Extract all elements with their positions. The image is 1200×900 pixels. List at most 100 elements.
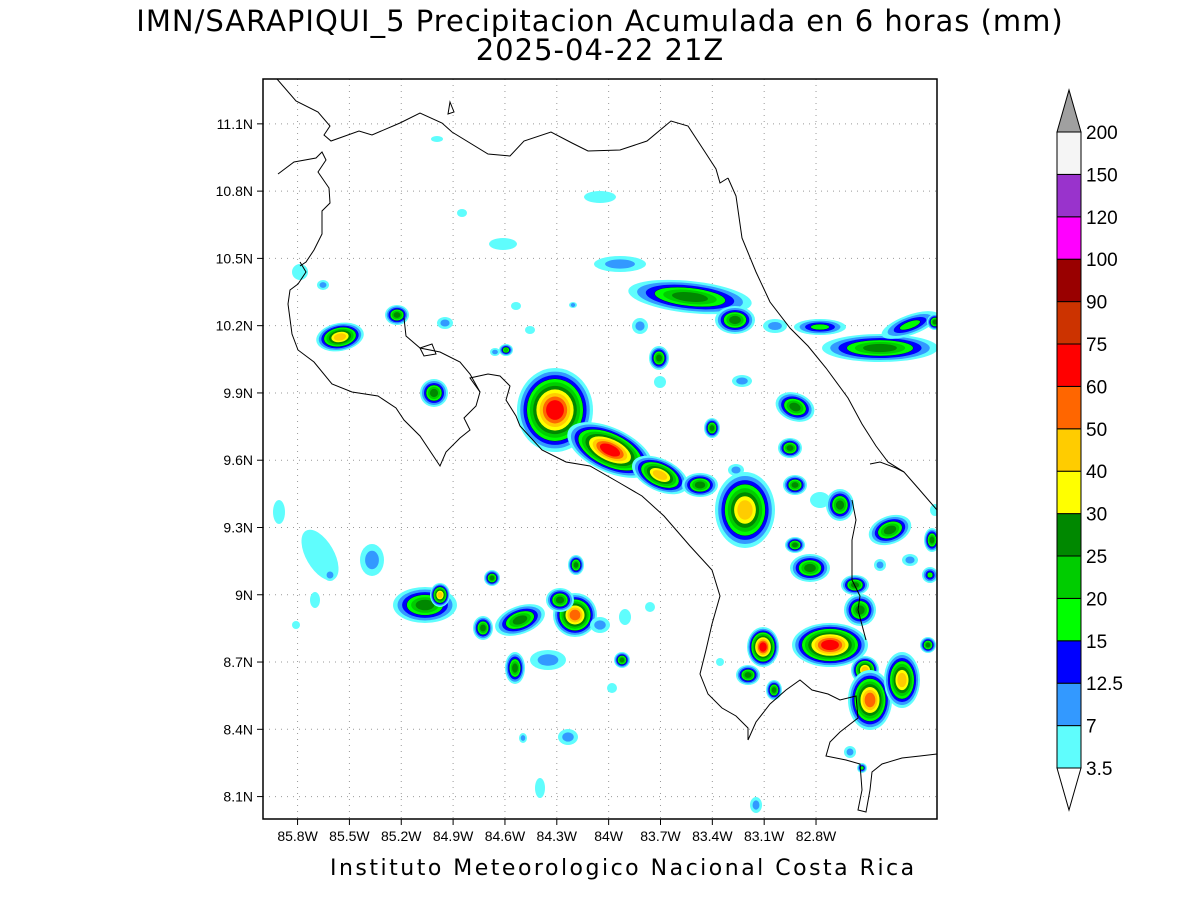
- rain-cell: [310, 592, 320, 608]
- rain-contour: [570, 303, 576, 307]
- rain-cell: [519, 733, 527, 743]
- rain-cell: [558, 729, 578, 745]
- rain-cell: [530, 650, 566, 670]
- rain-contour: [440, 319, 450, 327]
- lat-tick-label: 9.6N: [223, 452, 253, 468]
- rain-cell: [874, 559, 886, 571]
- rain-cell: [590, 617, 610, 633]
- rain-cell: [614, 652, 630, 668]
- north-coast-line: [276, 79, 729, 184]
- rain-cell: [844, 746, 856, 758]
- colorbar-label: 100: [1086, 250, 1118, 271]
- rain-cell: [505, 652, 525, 684]
- rain-contour: [273, 500, 285, 524]
- lon-tick-label: 83.4W: [692, 828, 733, 844]
- rain-cell: [457, 209, 467, 217]
- rain-contour: [716, 658, 724, 666]
- rain-cell: [437, 317, 453, 329]
- rain-cell: [511, 302, 521, 310]
- rain-cell: [631, 455, 689, 495]
- rain-contour: [804, 563, 816, 573]
- rain-cell: [794, 319, 846, 335]
- map-datetime: 2025-04-22 21Z: [475, 33, 725, 67]
- rain-cell: [628, 279, 752, 315]
- rain-cell: [535, 778, 545, 798]
- rain-contour: [752, 800, 760, 810]
- rain-cell: [420, 379, 448, 407]
- rain-cell: [715, 472, 775, 548]
- nicoya-inner-coast: [403, 317, 481, 393]
- rain-contour: [810, 492, 830, 508]
- map-frame: [262, 78, 938, 820]
- rain-cell: [716, 658, 724, 666]
- rain-contour: [654, 376, 666, 388]
- colorbar-label: 40: [1086, 462, 1107, 483]
- rain-cell: [360, 544, 384, 576]
- rain-contour: [292, 621, 300, 629]
- rain-cell: [775, 392, 815, 422]
- footer-credit: Instituto Meteorologico Nacional Costa R…: [330, 856, 917, 881]
- rain-contour: [546, 400, 564, 420]
- rain-cell: [930, 504, 937, 516]
- rain-cell: [868, 514, 912, 546]
- rain-contour: [492, 349, 498, 355]
- rain-contour: [429, 388, 439, 398]
- rain-cell: [785, 537, 805, 553]
- rain-contour: [569, 609, 581, 621]
- map-axes: 85.8W 85.5W 85.2W 84.9W 84.6W 84.3W 84W 83.7W 83…: [216, 116, 837, 844]
- colorbar-swatch: [1056, 258, 1082, 303]
- rain-cell: [619, 609, 631, 625]
- lon-tick-label: 84.3W: [537, 828, 578, 844]
- colorbar-swatch: [1056, 385, 1082, 430]
- colorbar-label: 120: [1086, 208, 1118, 229]
- lon-tick-label: 85.5W: [329, 828, 370, 844]
- rain-contour: [926, 571, 934, 579]
- colorbar-swatch: [1056, 597, 1082, 642]
- colorbar-swatch: [1056, 640, 1082, 684]
- rain-cell: [766, 680, 782, 700]
- rain-contour: [480, 624, 486, 632]
- lon-tick-label: 85.8W: [277, 828, 318, 844]
- rain-cell: [848, 670, 892, 730]
- rain-cell: [715, 306, 755, 334]
- rain-contour: [864, 692, 876, 708]
- rain-contour: [929, 536, 935, 544]
- lat-tick-label: 11.1N: [217, 116, 253, 132]
- rain-contour: [863, 343, 897, 353]
- rain-contour: [768, 321, 782, 331]
- rain-cell: [385, 305, 409, 325]
- rain-cell: [301, 529, 339, 581]
- rain-cell: [490, 348, 500, 356]
- rain-cell: [732, 375, 752, 387]
- lon-tick-label: 83.7W: [640, 828, 681, 844]
- lat-tick-label: 9.3N: [223, 519, 253, 535]
- rain-contour: [652, 470, 668, 480]
- rain-contour: [736, 377, 748, 385]
- rain-contour: [431, 136, 443, 142]
- rain-cell: [927, 314, 937, 330]
- colorbar-swatch: [1056, 343, 1082, 387]
- rain-contour: [821, 639, 839, 651]
- rain-cell: [822, 334, 937, 362]
- rain-cell: [922, 567, 937, 583]
- colorbar-swatch: [1056, 216, 1082, 260]
- rain-contour: [503, 348, 509, 352]
- colorbar-swatch: [1056, 301, 1082, 345]
- lon-tick-label: 84.9W: [433, 828, 474, 844]
- rain-contour: [555, 596, 565, 604]
- colorbar-swatch: [1056, 428, 1082, 472]
- rain-contour: [584, 191, 616, 203]
- colorbar-label: 75: [1086, 335, 1107, 356]
- rain-contour: [883, 525, 897, 535]
- rain-cell: [747, 627, 779, 667]
- colorbar-label: 25: [1086, 547, 1107, 568]
- colorbar-label: 200: [1086, 123, 1118, 144]
- rain-contour: [605, 259, 635, 269]
- rain-contour: [333, 333, 347, 341]
- lat-tick-label: 9.9N: [223, 385, 253, 401]
- rain-contour: [731, 466, 741, 474]
- rain-cell: [324, 569, 336, 581]
- colorbar-label: 20: [1086, 589, 1107, 610]
- lon-tick-label: 83.1W: [744, 828, 785, 844]
- lat-tick-label: 9N: [235, 587, 253, 603]
